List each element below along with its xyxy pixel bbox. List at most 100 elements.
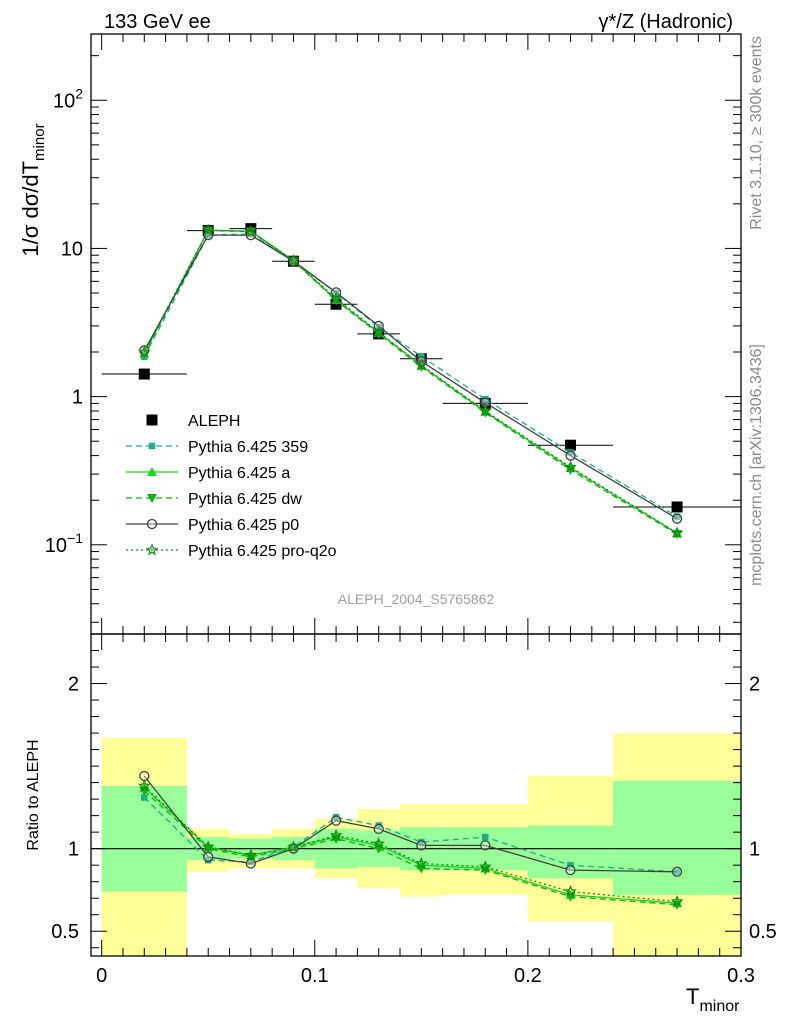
main-ylabel-text: 1/σ dσ/dT bbox=[18, 161, 43, 257]
ratio-point-p0 bbox=[139, 770, 150, 782]
legend-marker-p0 bbox=[146, 518, 158, 530]
main-point-aleph bbox=[138, 368, 150, 380]
svg-text:1/σ dσ/dTminor: 1/σ dσ/dTminor bbox=[18, 123, 48, 256]
ratio-ytick-label-left: 0.5 bbox=[51, 921, 79, 943]
ratio-point-p0 bbox=[245, 858, 256, 869]
legend-entry-a: Pythia 6.425 a bbox=[126, 465, 290, 482]
ratio-point-proq2o bbox=[201, 840, 215, 853]
ratio-point-p0 bbox=[416, 840, 427, 851]
ratio-ytick-label-right: 0.5 bbox=[749, 921, 777, 943]
ratio-point-p359 bbox=[482, 833, 489, 841]
ratio-point-p0 bbox=[373, 823, 384, 835]
legend-label-a: Pythia 6.425 a bbox=[188, 465, 290, 482]
legend-marker-aleph bbox=[146, 414, 158, 426]
rivet-label: Rivet 3.1.10, ≥ 300k events bbox=[748, 36, 765, 230]
main-ytick-base: 10 bbox=[61, 238, 83, 260]
ratio-series-proq2o bbox=[138, 779, 684, 907]
ratio-point-p359 bbox=[375, 822, 382, 829]
main-ylabel: 1/σ dσ/dTminor bbox=[18, 123, 48, 256]
ratio-point-p0 bbox=[671, 866, 683, 877]
ratio-point-p359 bbox=[332, 814, 340, 821]
ratio-point-proq2o bbox=[138, 779, 151, 792]
ratio-point-proq2o bbox=[670, 894, 684, 907]
legend-entry-p0: Pythia 6.425 p0 bbox=[126, 517, 299, 534]
ratio-xtick-label: 0.1 bbox=[301, 965, 329, 987]
main-line-p0 bbox=[143, 234, 678, 520]
ratio-line-proq2o bbox=[143, 785, 678, 903]
ratio-point-p0 bbox=[565, 864, 576, 876]
ratio-point-p359 bbox=[418, 838, 425, 846]
main-series-proq2o bbox=[138, 223, 684, 539]
svg-text:Tminor: Tminor bbox=[686, 984, 740, 1015]
ratio-point-proq2o bbox=[372, 837, 385, 850]
header-right-label: γ*/Z (Hadronic) bbox=[599, 11, 733, 33]
main-point-proq2o bbox=[244, 224, 258, 237]
main-ylabel-sub: minor bbox=[31, 123, 48, 161]
legend-label-dw: Pythia 6.425 dw bbox=[188, 491, 302, 508]
main-point-p359 bbox=[673, 513, 681, 520]
ratio-line-p0 bbox=[143, 775, 678, 873]
main-point-p0 bbox=[565, 450, 576, 461]
main-ytick-exponent: 2 bbox=[75, 85, 83, 101]
ratio-xlabel-sub: minor bbox=[699, 998, 740, 1015]
legend-label-proq2o: Pythia 6.425 pro-q2o bbox=[188, 543, 337, 560]
main-point-aleph bbox=[671, 501, 683, 513]
main-ytick-base: 10 bbox=[53, 90, 75, 112]
ratio-xlabel-text: T bbox=[686, 984, 699, 1009]
legend-marker-p359 bbox=[148, 442, 156, 450]
main-ytick-label: 1 bbox=[72, 387, 83, 409]
legend-marker-dw bbox=[147, 494, 157, 503]
main-ytick-label: 10−1 bbox=[45, 530, 83, 557]
ratio-point-proq2o bbox=[415, 856, 428, 869]
ratio-point-p0 bbox=[203, 851, 214, 863]
analysis-watermark: ALEPH_2004_S5765862 bbox=[338, 591, 495, 607]
main-point-proq2o bbox=[415, 358, 428, 371]
main-point-proq2o bbox=[479, 404, 492, 417]
ratio-series-p0 bbox=[139, 770, 683, 877]
main-line-proq2o bbox=[143, 229, 678, 534]
main-ytick-base: 10 bbox=[45, 535, 67, 557]
legend-label-aleph: ALEPH bbox=[188, 413, 240, 430]
main-point-proq2o bbox=[329, 291, 343, 304]
mcplots-label: mcplots.cern.ch [arXiv:1306.3436] bbox=[748, 344, 765, 586]
main-point-proq2o bbox=[138, 345, 151, 358]
ratio-xtick-label: 0.3 bbox=[727, 965, 755, 987]
ratio-point-proq2o bbox=[329, 828, 343, 841]
ratio-ytick-label-left: 1 bbox=[68, 839, 79, 861]
ratio-point-proq2o bbox=[244, 848, 258, 861]
ratio-point-proq2o bbox=[287, 840, 300, 853]
main-ytick-exponent: −1 bbox=[67, 530, 83, 546]
header-left-label: 133 GeV ee bbox=[104, 11, 211, 33]
ratio-point-p359 bbox=[141, 794, 148, 801]
legend-entry-p359: Pythia 6.425 359 bbox=[126, 439, 308, 456]
main-point-proq2o bbox=[287, 253, 300, 266]
legend-label-p0: Pythia 6.425 p0 bbox=[188, 517, 299, 534]
main-line-dw bbox=[143, 229, 678, 535]
ratio-point-p0 bbox=[480, 840, 491, 851]
main-point-proq2o bbox=[201, 223, 215, 236]
ratio-point-proq2o bbox=[564, 885, 577, 897]
main-point-p359 bbox=[482, 395, 489, 403]
ratio-point-p0 bbox=[330, 815, 342, 826]
main-point-aleph bbox=[565, 439, 577, 451]
legend-marker-proq2o bbox=[145, 543, 159, 556]
legend-marker-a bbox=[147, 467, 157, 476]
ratio-ytick-label-right: 2 bbox=[749, 674, 760, 696]
main-line-p359 bbox=[143, 233, 678, 518]
band-inner-bin bbox=[101, 785, 187, 892]
ratio-xtick-label: 0.2 bbox=[514, 965, 542, 987]
main-point-proq2o bbox=[372, 325, 385, 338]
main-ytick-base: 1 bbox=[72, 387, 83, 409]
main-ytick-label: 102 bbox=[53, 85, 83, 112]
legend-entry-aleph: ALEPH bbox=[146, 413, 240, 430]
main-point-proq2o bbox=[670, 526, 684, 539]
legend-label-p359: Pythia 6.425 359 bbox=[188, 439, 308, 456]
ratio-ytick-label-right: 1 bbox=[749, 839, 760, 861]
ratio-line-p359 bbox=[143, 797, 678, 873]
ratio-frame bbox=[90, 633, 742, 957]
ratio-xtick-label: 0 bbox=[96, 965, 107, 987]
ratio-point-proq2o bbox=[479, 860, 492, 873]
ratio-plot: 0 0.1 0.2 0.3 0.5 0.5 1 1 2 2 bbox=[51, 633, 777, 987]
